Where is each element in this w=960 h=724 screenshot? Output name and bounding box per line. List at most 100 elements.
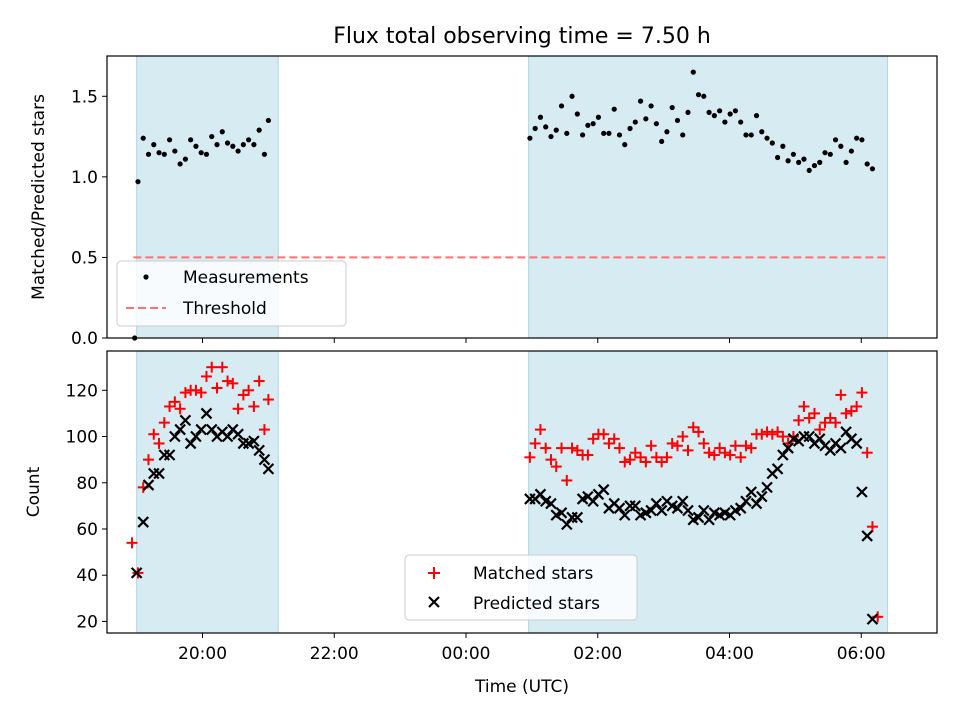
predicted-star-d2 (253, 444, 265, 457)
matched-star-point (693, 426, 705, 438)
matched-star-point (190, 384, 202, 396)
measurement-point (717, 108, 723, 114)
legend-measurements-marker (143, 274, 149, 280)
matched-star-point (195, 387, 207, 399)
measurement-point (601, 130, 607, 136)
predicted-star-d2 (650, 497, 663, 510)
predicted-star-d2 (571, 511, 584, 524)
legend-measurements-label: Measurements (183, 268, 309, 288)
matched-star-point (703, 447, 715, 459)
measurement-point (869, 166, 876, 172)
matched-star-point (566, 442, 578, 454)
predicted-star-point (703, 513, 715, 526)
predicted-star-d2 (708, 507, 721, 519)
predicted-star-d2 (698, 504, 710, 517)
matched-star-point (253, 375, 265, 387)
predicted-star-d2 (645, 504, 657, 517)
matched-star-point (740, 440, 752, 452)
measurement-point (235, 148, 241, 154)
matched-star-point (148, 428, 160, 440)
predicted-star-point (692, 511, 705, 524)
predicted-star-point (555, 507, 568, 519)
predicted-star-point (840, 426, 852, 438)
matched-star-point (840, 407, 852, 419)
measurement-point (769, 140, 775, 146)
predicted-star-point (262, 463, 275, 475)
matched-star-point (835, 389, 847, 401)
measurement-point (685, 109, 691, 115)
matched-star-point (216, 361, 228, 373)
measurement-point (817, 159, 823, 165)
legend-matched-marker (428, 567, 440, 579)
matched-star-point (645, 440, 657, 452)
predicted-star-point (571, 511, 584, 524)
measurement-point (669, 104, 675, 111)
predicted-star-d2 (813, 433, 826, 445)
matched-star-point (232, 403, 244, 415)
legend-threshold-label: Threshold (182, 299, 267, 319)
measurement-point (182, 156, 188, 162)
legend-predicted-marker (428, 596, 440, 608)
predicted-star-d2 (262, 463, 275, 475)
measurement-point (648, 103, 654, 109)
predicted-star-d2 (745, 486, 758, 498)
matched-star-point (608, 433, 620, 445)
matched-star-point (200, 370, 212, 382)
matched-star-point (682, 444, 694, 456)
predicted-star-d2 (258, 453, 271, 466)
matched-star-point (206, 361, 218, 373)
predicted-star-point (671, 502, 684, 514)
top-y-tick-label: 0.5 (71, 248, 98, 268)
predicted-star-point (734, 502, 747, 514)
predicted-star-point (850, 437, 863, 450)
top-y-tick-label: 1.5 (71, 87, 98, 107)
measurement-point (690, 69, 696, 75)
measurement-point (224, 140, 231, 146)
predicted-star-point (645, 504, 657, 517)
matched-star-point (698, 437, 710, 449)
matched-star-point (598, 428, 610, 440)
predicted-star-d2 (545, 497, 557, 510)
measurement-point (753, 113, 760, 119)
predicted-star-point (629, 500, 642, 512)
matched-star-point (808, 407, 820, 419)
predicted-star-point (782, 442, 794, 454)
predicted-star-point (253, 444, 265, 457)
predicted-star-d2 (682, 504, 694, 517)
predicted-star-d2 (190, 430, 202, 443)
predicted-star-d2 (613, 502, 626, 514)
bottom-x-tick-label: 04:00 (705, 644, 754, 664)
top-shaded-regions (136, 55, 889, 339)
predicted-star-d2 (232, 428, 244, 440)
measurement-point (743, 132, 749, 138)
predicted-star-point (750, 497, 763, 510)
measurement-point (838, 143, 844, 149)
matched-star-point (227, 377, 239, 389)
predicted-star-d2 (561, 518, 573, 531)
predicted-star-d2 (840, 426, 852, 438)
measurement-point (695, 92, 702, 98)
matched-star-point (661, 451, 673, 463)
measurement-point (843, 159, 849, 165)
predicted-star-point (856, 486, 868, 498)
predicted-star-d2 (655, 504, 668, 517)
bottom-plot-area (126, 361, 884, 625)
predicted-star-point (655, 504, 668, 517)
measurement-point (806, 167, 812, 174)
measurement-point (764, 135, 770, 141)
predicted-star-point (174, 423, 186, 436)
bottom-x-tick-label: 06:00 (837, 644, 886, 664)
measurement-point (622, 142, 628, 148)
measurement-point (543, 124, 549, 130)
measurement-point (161, 151, 167, 157)
bottom-axes-frame (106, 350, 938, 634)
measurement-point (780, 143, 786, 149)
predicted-star-point (618, 509, 631, 521)
matched-star-point (211, 382, 223, 394)
measurement-point (230, 143, 236, 149)
top-legend: Measurements Threshold (116, 260, 347, 327)
predicted-star-point (205, 423, 218, 436)
predicted-star-d2 (856, 486, 868, 498)
measurement-point (198, 150, 204, 156)
measurement-point (732, 108, 739, 114)
